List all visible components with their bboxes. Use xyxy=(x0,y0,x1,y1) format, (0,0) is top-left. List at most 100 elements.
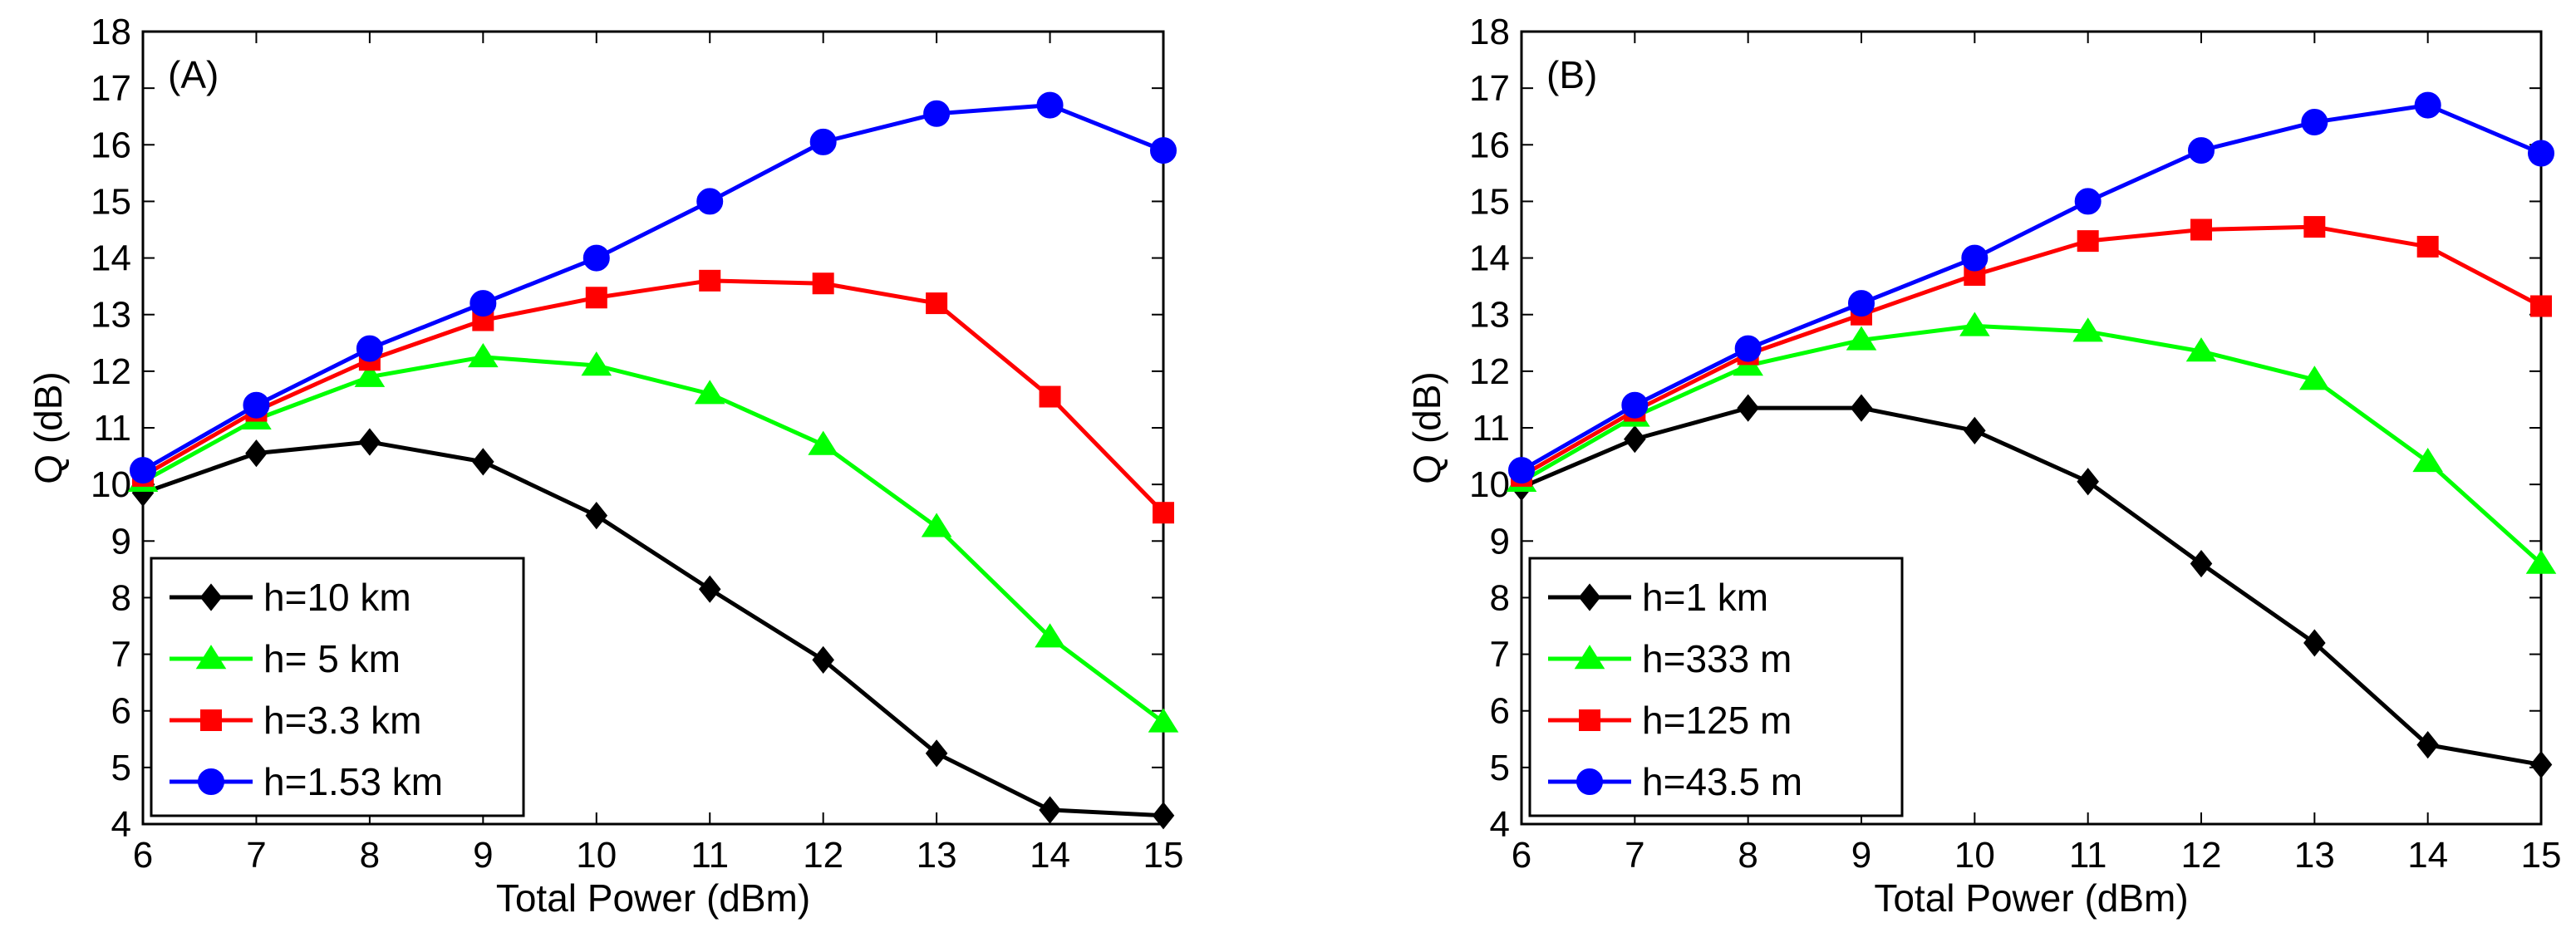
data-point-triangle xyxy=(2525,549,2557,574)
x-axis-label: Total Power (dBm) xyxy=(496,876,810,920)
data-point-square xyxy=(2077,230,2099,253)
x-axis-label: Total Power (dBm) xyxy=(1874,876,2188,920)
x-tick-label: 15 xyxy=(2521,835,2562,876)
y-tick-label: 11 xyxy=(1472,408,1510,449)
x-tick-label: 14 xyxy=(2407,835,2448,876)
panel-label: (A) xyxy=(168,53,219,96)
x-tick-label: 11 xyxy=(691,835,729,876)
y-tick-label: 11 xyxy=(93,408,131,449)
data-point-circle xyxy=(1961,244,1989,272)
legend-marker-triangle xyxy=(1574,645,1605,670)
data-point-triangle xyxy=(2412,448,2443,473)
x-tick-label: 12 xyxy=(803,835,843,876)
data-point-circle xyxy=(356,335,383,362)
data-point-circle xyxy=(1150,137,1177,164)
x-tick-label: 6 xyxy=(1512,835,1531,876)
legend-marker-triangle xyxy=(195,645,227,670)
series-line xyxy=(1521,405,2542,767)
y-tick-label: 6 xyxy=(111,691,131,732)
y-tick-label: 18 xyxy=(91,12,131,52)
data-point-circle xyxy=(1734,335,1762,362)
data-point-diamond xyxy=(245,439,268,468)
series-line xyxy=(1520,224,2543,478)
data-point-triangle xyxy=(808,430,838,455)
legend-label: h=1.53 km xyxy=(263,760,443,803)
x-tick-label: 12 xyxy=(2181,835,2222,876)
legend-marker-square xyxy=(1579,709,1600,731)
y-axis-label: Q (dB) xyxy=(1405,371,1448,483)
x-tick-label: 10 xyxy=(1954,835,1995,876)
data-point-square xyxy=(2416,235,2439,258)
data-point-diamond xyxy=(2190,549,2213,578)
legend-label: h=3.3 km xyxy=(263,699,422,742)
data-point-triangle xyxy=(1846,326,1877,351)
x-tick-label: 13 xyxy=(917,835,957,876)
data-point-diamond xyxy=(1624,425,1646,454)
y-tick-label: 17 xyxy=(1469,68,1510,109)
data-point-diamond xyxy=(1737,394,1759,422)
y-tick-label: 8 xyxy=(111,577,131,618)
data-point-square xyxy=(1153,502,1174,524)
data-point-circle xyxy=(809,128,837,155)
x-tick-label: 15 xyxy=(1143,835,1184,876)
series-line xyxy=(1520,103,2542,473)
data-point-square xyxy=(1039,385,1061,408)
legend-label: h=10 km xyxy=(263,576,411,619)
x-tick-label: 9 xyxy=(1851,835,1871,876)
y-tick-label: 12 xyxy=(1469,351,1510,392)
data-point-triangle xyxy=(1959,312,1990,336)
data-point-circle xyxy=(1621,391,1649,419)
legend-marker-circle xyxy=(1576,768,1603,795)
data-point-square xyxy=(2190,218,2212,241)
series-line xyxy=(141,103,1164,473)
data-point-triangle xyxy=(581,351,612,376)
data-point-circle xyxy=(2188,137,2215,164)
data-point-triangle xyxy=(2299,366,2330,390)
data-point-diamond xyxy=(2416,730,2439,759)
x-tick-label: 11 xyxy=(2069,835,2107,876)
y-tick-label: 14 xyxy=(91,238,131,279)
y-tick-label: 17 xyxy=(91,68,131,109)
data-point-circle xyxy=(696,188,724,215)
data-point-circle xyxy=(2301,109,2328,136)
y-tick-label: 7 xyxy=(111,635,131,675)
y-tick-label: 14 xyxy=(1469,238,1510,279)
data-point-triangle xyxy=(921,513,952,537)
legend-marker-diamond xyxy=(199,583,223,611)
data-point-circle xyxy=(583,244,610,272)
data-point-diamond xyxy=(472,448,494,476)
y-tick-label: 4 xyxy=(111,804,131,845)
series-line xyxy=(141,355,1165,724)
y-tick-label: 9 xyxy=(1490,521,1510,562)
x-tick-label: 10 xyxy=(576,835,617,876)
y-tick-label: 5 xyxy=(1490,748,1510,788)
data-point-circle xyxy=(2528,140,2554,167)
x-tick-label: 7 xyxy=(246,835,266,876)
legend-label: h=333 m xyxy=(1642,637,1792,680)
data-point-circle xyxy=(130,457,156,484)
y-tick-label: 8 xyxy=(1490,577,1510,618)
data-point-square xyxy=(2530,295,2552,317)
data-point-triangle xyxy=(2072,317,2103,342)
data-point-triangle xyxy=(1148,708,1179,733)
data-point-square xyxy=(699,269,721,292)
x-tick-label: 8 xyxy=(1738,835,1757,876)
data-point-diamond xyxy=(1039,796,1061,824)
legend-label: h= 5 km xyxy=(263,637,401,680)
legend-marker-circle xyxy=(198,768,224,795)
y-tick-label: 6 xyxy=(1490,691,1510,732)
x-tick-label: 6 xyxy=(133,835,153,876)
data-point-diamond xyxy=(2303,629,2326,657)
y-tick-label: 12 xyxy=(91,351,131,392)
data-point-diamond xyxy=(925,739,948,768)
y-tick-label: 10 xyxy=(91,464,131,505)
data-point-circle xyxy=(1508,457,1535,484)
legend-label: h=43.5 m xyxy=(1642,760,1802,803)
legend-marker-diamond xyxy=(1578,583,1601,611)
panel-b: 6 7 8 9 10 11 12 13 14 15 4 5 6 7 8 9 10 11 12 13 14 15 16 17 18… xyxy=(1405,12,2561,920)
y-tick-label: 10 xyxy=(1469,464,1510,505)
data-point-diamond xyxy=(1152,802,1175,830)
panel-a: 6 7 8 9 10 11 12 13 14 15 4 5 6 7 8 9 10 11 12 13 14 15 16 17 18… xyxy=(27,12,1183,920)
series-line xyxy=(142,439,1164,818)
y-tick-label: 15 xyxy=(1469,181,1510,222)
